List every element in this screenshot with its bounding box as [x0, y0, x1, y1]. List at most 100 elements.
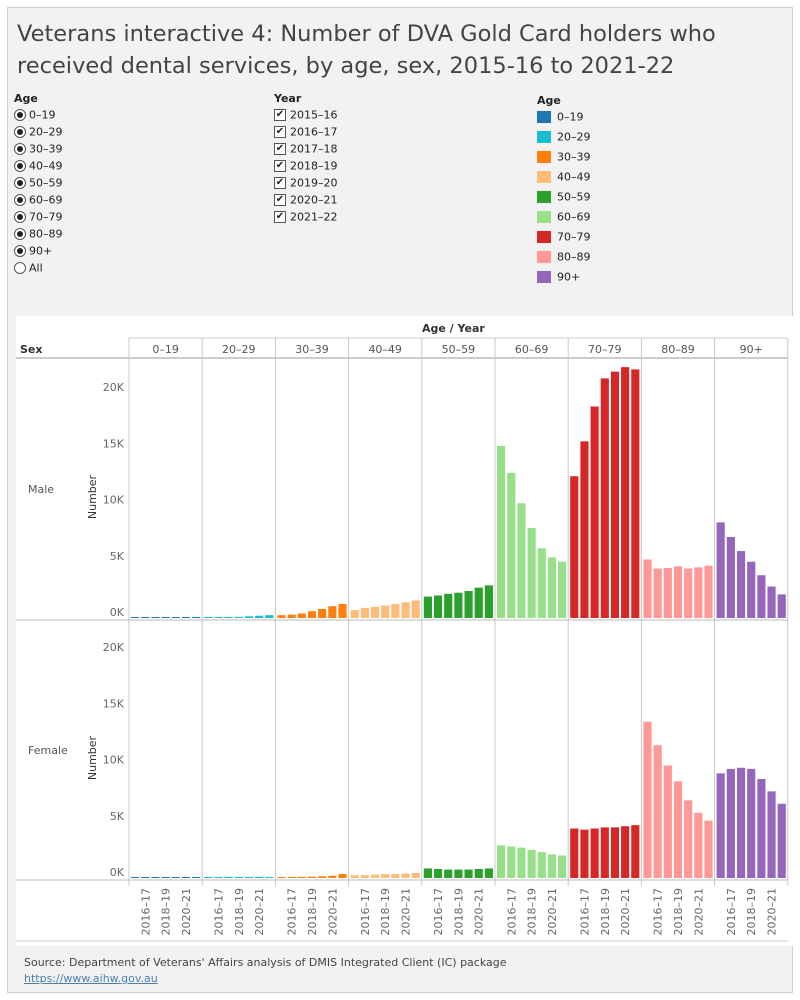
bar-female-20-29-2016-17	[214, 877, 223, 878]
y-tick-label: 5K	[110, 810, 125, 823]
legend-label: 0–19	[557, 110, 584, 124]
legend-label: 60–69	[557, 210, 591, 224]
age-radio-30-39[interactable]: 30–39	[14, 142, 63, 159]
bar-male-20-29-2020-21	[255, 615, 264, 618]
bar-male-40-49-2021-22	[411, 600, 420, 618]
radio-button-icon[interactable]	[14, 211, 26, 223]
age-option-label: 70–79	[29, 210, 63, 224]
x-tick-label: 2016–17	[432, 888, 445, 936]
bar-female-20-29-2018-19	[234, 877, 243, 878]
bar-female-80-89-2020-21	[694, 812, 703, 878]
age-radio-80-89[interactable]: 80–89	[14, 227, 63, 244]
legend-item-60-69[interactable]: 60–69	[537, 210, 591, 227]
bar-male-90plus-2020-21	[767, 586, 776, 618]
x-tick-label: 2018–19	[379, 888, 392, 936]
bar-male-0-19-2015-16	[131, 617, 140, 618]
year-checkbox-2018-19[interactable]: ✔ 2018–19	[274, 159, 338, 176]
age-radio-0-19[interactable]: 0–19	[14, 108, 56, 125]
bar-female-90plus-2017-18	[736, 767, 746, 878]
legend-item-50-59[interactable]: 50–59	[537, 190, 591, 207]
bar-male-0-19-2016-17	[141, 617, 150, 618]
bar-male-80-89-2021-22	[704, 565, 713, 618]
x-tick-label: 2018–19	[745, 888, 758, 936]
bar-female-90plus-2015-16	[716, 773, 725, 878]
legend-swatch	[537, 211, 551, 223]
age-option-label: 80–89	[29, 227, 63, 241]
radio-button-icon[interactable]	[14, 126, 26, 138]
legend-item-80-89[interactable]: 80–89	[537, 250, 591, 267]
legend-label: 30–39	[557, 150, 591, 164]
x-tick-label: 2020–21	[326, 888, 339, 936]
radio-button-icon[interactable]	[14, 262, 26, 274]
bar-male-90plus-2017-18	[736, 551, 746, 618]
age-radio-60-69[interactable]: 60–69	[14, 193, 63, 210]
age-column-header-80-89: 80–89	[661, 343, 695, 356]
year-checkbox-2016-17[interactable]: ✔ 2016–17	[274, 125, 338, 142]
checkbox-icon[interactable]: ✔	[274, 126, 286, 138]
checkbox-icon[interactable]: ✔	[274, 211, 286, 223]
bar-female-50-59-2017-18	[444, 869, 453, 878]
bar-female-40-49-2018-19	[381, 874, 390, 878]
checkbox-icon[interactable]: ✔	[274, 194, 286, 206]
bar-female-0-19-2020-21	[181, 877, 191, 878]
checkbox-icon[interactable]: ✔	[274, 109, 286, 121]
age-radio-50-59[interactable]: 50–59	[14, 176, 63, 193]
legend-swatch	[537, 231, 551, 243]
x-tick-label: 2020–21	[400, 888, 413, 936]
legend-item-0-19[interactable]: 0–19	[537, 110, 584, 127]
bar-male-0-19-2018-19	[161, 617, 170, 618]
row-label-female: Female	[28, 744, 68, 757]
radio-button-icon[interactable]	[14, 194, 26, 206]
bar-female-60-69-2020-21	[547, 854, 557, 878]
age-radio-20-29[interactable]: 20–29	[14, 125, 63, 142]
year-checkbox-2017-18[interactable]: ✔ 2017–18	[274, 142, 338, 159]
legend-item-40-49[interactable]: 40–49	[537, 170, 591, 187]
radio-button-icon[interactable]	[14, 143, 26, 155]
bar-male-30-39-2015-16	[277, 615, 286, 618]
bar-male-90plus-2021-22	[777, 594, 786, 618]
legend-item-90plus[interactable]: 90+	[537, 270, 580, 287]
legend-item-70-79[interactable]: 70–79	[537, 230, 591, 247]
bar-male-40-49-2015-16	[350, 610, 359, 618]
bar-female-60-69-2015-16	[497, 845, 506, 878]
bar-male-90plus-2016-17	[726, 537, 735, 618]
checkbox-icon[interactable]: ✔	[274, 143, 286, 155]
age-radio-40-49[interactable]: 40–49	[14, 159, 63, 176]
year-option-label: 2019–20	[290, 176, 338, 190]
year-checkbox-2019-20[interactable]: ✔ 2019–20	[274, 176, 338, 193]
year-checkbox-2020-21[interactable]: ✔ 2020–21	[274, 193, 338, 210]
checkbox-icon[interactable]: ✔	[274, 177, 286, 189]
legend-item-30-39[interactable]: 30–39	[537, 150, 591, 167]
x-tick-label: 2016–17	[212, 888, 225, 936]
year-checkbox-2021-22[interactable]: ✔ 2021–22	[274, 210, 338, 227]
age-radio-90plus[interactable]: 90+	[14, 244, 52, 261]
bar-female-90plus-2018-19	[747, 768, 756, 878]
bar-male-50-59-2021-22	[484, 585, 493, 618]
legend-label: 70–79	[557, 230, 591, 244]
bar-female-30-39-2019-20	[318, 876, 327, 878]
bar-male-60-69-2019-20	[537, 548, 546, 618]
bar-male-80-89-2016-17	[653, 568, 662, 618]
radio-button-icon[interactable]	[14, 228, 26, 240]
bar-female-20-29-2017-18	[224, 877, 233, 878]
y-tick-label: 15K	[103, 437, 125, 450]
radio-button-icon[interactable]	[14, 109, 26, 121]
bar-male-50-59-2015-16	[423, 596, 432, 618]
radio-button-icon[interactable]	[14, 160, 26, 172]
radio-button-icon[interactable]	[14, 177, 26, 189]
age-radio-70-79[interactable]: 70–79	[14, 210, 63, 227]
radio-button-icon[interactable]	[14, 245, 26, 257]
bar-female-0-19-2017-18	[151, 877, 160, 878]
bar-female-40-49-2017-18	[370, 874, 380, 878]
bar-male-20-29-2017-18	[224, 617, 233, 618]
legend-item-20-29[interactable]: 20–29	[537, 130, 591, 147]
legend-swatch	[537, 151, 551, 163]
bar-female-0-19-2016-17	[141, 877, 150, 878]
source-link[interactable]: https://www.aihw.gov.au	[24, 972, 158, 985]
year-checkbox-2015-16[interactable]: ✔ 2015–16	[274, 108, 338, 125]
checkbox-icon[interactable]: ✔	[274, 160, 286, 172]
legend-label: 90+	[557, 270, 581, 284]
age-radio-all[interactable]: All	[14, 261, 43, 278]
x-tick-label: 2016–17	[652, 888, 665, 936]
x-tick-label: 2018–19	[526, 888, 539, 936]
